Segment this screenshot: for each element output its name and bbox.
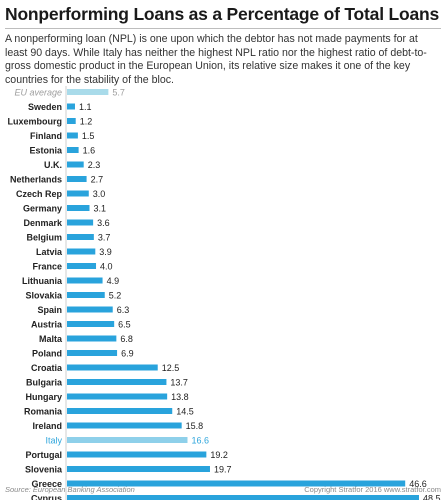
value-label-cyprus: 48.5	[423, 494, 441, 500]
value-label-finland: 1.5	[82, 131, 95, 141]
value-label-sweden: 1.1	[79, 102, 92, 112]
category-label-germany: Germany	[23, 204, 62, 214]
category-label-bulgaria: Bulgaria	[26, 378, 63, 388]
category-label-poland: Poland	[32, 349, 62, 359]
bar-greece	[67, 480, 406, 487]
bar-ireland	[67, 422, 182, 429]
category-label-france: France	[32, 262, 62, 272]
value-label-hungary: 13.8	[171, 392, 189, 402]
category-label-luxembourg: Luxembourg	[7, 117, 62, 127]
category-label-eu-average: EU average	[14, 88, 62, 98]
bar-belgium	[67, 234, 94, 240]
bar-lithuania	[67, 277, 103, 284]
category-label-czech-rep: Czech Rep	[16, 189, 63, 199]
bar-netherlands	[67, 176, 87, 182]
value-label-latvia: 3.9	[99, 247, 112, 257]
category-label-portugal: Portugal	[25, 450, 62, 460]
bar-denmark	[67, 219, 94, 226]
category-label-finland: Finland	[30, 131, 62, 141]
value-label-germany: 3.1	[93, 204, 106, 214]
value-label-portugal: 19.2	[210, 450, 228, 460]
category-label-denmark: Denmark	[23, 218, 63, 228]
value-label-greece: 46.6	[409, 479, 427, 489]
category-label-slovenia: Slovenia	[25, 465, 63, 475]
value-label-denmark: 3.6	[97, 218, 110, 228]
value-label-luxembourg: 1.2	[80, 117, 93, 127]
category-label-lithuania: Lithuania	[22, 276, 63, 286]
category-label-netherlands: Netherlands	[10, 175, 62, 185]
value-label-slovenia: 19.7	[214, 465, 232, 475]
bar-spain	[67, 306, 113, 313]
bar-italy	[67, 437, 188, 443]
category-label-estonia: Estonia	[29, 146, 63, 156]
category-label-italy: Italy	[45, 436, 62, 446]
bar-hungary	[67, 393, 168, 400]
category-label-ireland: Ireland	[32, 421, 62, 431]
category-label-malta: Malta	[39, 334, 63, 344]
bar-finland	[67, 132, 78, 139]
bar-bulgaria	[67, 379, 167, 385]
category-label-hungary: Hungary	[25, 392, 62, 402]
value-label-bulgaria: 13.7	[170, 378, 188, 388]
bar-portugal	[67, 451, 207, 458]
bar-u-k	[67, 161, 84, 168]
bar-croatia	[67, 364, 158, 371]
value-label-belgium: 3.7	[98, 233, 111, 243]
bar-slovakia	[67, 292, 105, 298]
value-label-netherlands: 2.7	[91, 175, 104, 185]
category-label-u-k: U.K.	[44, 160, 62, 170]
bar-poland	[67, 350, 118, 356]
bar-cyprus	[67, 495, 419, 500]
value-label-u-k: 2.3	[88, 160, 101, 170]
value-label-czech-rep: 3.0	[93, 189, 106, 199]
value-label-malta: 6.8	[120, 334, 133, 344]
bar-luxembourg	[67, 118, 76, 124]
bar-estonia	[67, 147, 79, 153]
bar-romania	[67, 408, 173, 414]
bar-france	[67, 263, 97, 269]
source-note: Source: European Banking Association	[5, 485, 135, 494]
value-label-ireland: 15.8	[186, 421, 204, 431]
bar-latvia	[67, 248, 96, 255]
value-label-lithuania: 4.9	[107, 276, 120, 286]
category-label-greece: Greece	[31, 479, 62, 489]
bar-slovenia	[67, 466, 210, 472]
bar-eu-average	[67, 89, 109, 95]
value-label-eu-average: 5.7	[112, 88, 125, 98]
bar-austria	[67, 321, 115, 327]
category-label-romania: Romania	[24, 407, 63, 417]
bar-malta	[67, 335, 117, 342]
value-label-romania: 14.5	[176, 407, 194, 417]
chart-subtitle: A nonperforming loan (NPL) is one upon w…	[5, 33, 427, 86]
value-label-spain: 6.3	[117, 305, 130, 315]
category-label-slovakia: Slovakia	[25, 291, 63, 301]
category-label-spain: Spain	[37, 305, 62, 315]
value-label-poland: 6.9	[121, 349, 134, 359]
category-label-austria: Austria	[31, 320, 63, 330]
title-divider	[5, 28, 441, 29]
value-label-italy: 16.6	[191, 436, 209, 446]
value-label-austria: 6.5	[118, 320, 131, 330]
value-label-estonia: 1.6	[83, 146, 96, 156]
copyright-note: Copyright Stratfor 2016 www.stratfor.com	[304, 485, 441, 494]
category-label-belgium: Belgium	[26, 233, 62, 243]
category-label-sweden: Sweden	[28, 102, 62, 112]
category-label-latvia: Latvia	[36, 247, 63, 257]
bar-germany	[67, 205, 90, 211]
chart-title: Nonperforming Loans as a Percentage of T…	[5, 4, 440, 24]
value-label-slovakia: 5.2	[109, 291, 122, 301]
value-label-france: 4.0	[100, 262, 113, 272]
bar-sweden	[67, 103, 75, 110]
bar-czech-rep	[67, 190, 89, 197]
value-label-croatia: 12.5	[162, 363, 180, 373]
category-label-cyprus: Cyprus	[31, 494, 62, 500]
category-label-croatia: Croatia	[31, 363, 63, 373]
